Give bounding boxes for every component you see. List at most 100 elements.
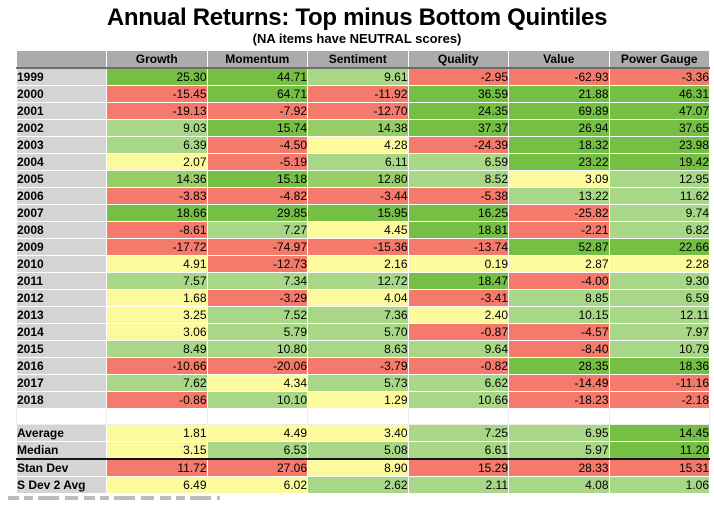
value-cell: -12.73	[206, 254, 308, 273]
row-label: 2008	[16, 220, 107, 239]
value-cell: -15.36	[307, 237, 409, 256]
value-cell: 7.25	[407, 423, 509, 442]
row-label: 2013	[16, 305, 107, 324]
value-cell: 18.81	[407, 220, 509, 239]
value-cell: 8.90	[307, 457, 409, 477]
value-cell: 7.97	[608, 322, 710, 341]
row-label: 2007	[16, 203, 107, 222]
value-cell: 23.22	[508, 152, 610, 171]
value-cell: 24.35	[407, 101, 509, 120]
value-cell: 3.15	[106, 440, 208, 460]
year-row-2003: 2003 6.39 -4.50 4.28 -24.39 18.32 23.98	[16, 135, 710, 154]
value-cell: 6.59	[407, 152, 509, 171]
value-cell: 10.80	[206, 339, 308, 358]
chart-subtitle: (NA items have NEUTRAL scores)	[252, 31, 462, 47]
value-cell: 44.71	[206, 67, 308, 86]
value-cell: 9.30	[608, 271, 710, 290]
value-cell: 15.29	[407, 457, 509, 477]
value-cell: 18.32	[508, 135, 610, 154]
value-cell: 7.27	[206, 220, 308, 239]
value-cell: -7.92	[206, 101, 308, 120]
year-row-2008: 2008 -8.61 7.27 4.45 18.81 -2.21 6.82	[16, 220, 710, 239]
value-cell: 28.35	[508, 356, 610, 375]
value-cell: 27.06	[206, 457, 308, 477]
value-cell: 4.04	[307, 288, 409, 307]
value-cell: -24.39	[407, 135, 509, 154]
value-cell: 25.30	[106, 67, 208, 86]
value-cell: -19.13	[106, 101, 208, 120]
value-cell: 64.71	[206, 84, 308, 103]
value-cell: 2.07	[106, 152, 208, 171]
value-cell: 5.08	[307, 440, 409, 460]
year-row-2009: 2009 -17.72 -74.97 -15.36 -13.74 52.87 22.66	[16, 237, 710, 256]
value-cell: 37.65	[608, 118, 710, 137]
value-cell: -74.97	[206, 237, 308, 256]
column-header-power-gauge: Power Gauge	[608, 49, 710, 69]
row-label: 2001	[16, 101, 107, 120]
value-cell: 6.62	[407, 373, 509, 392]
value-cell: -8.61	[106, 220, 208, 239]
value-cell: 4.28	[307, 135, 409, 154]
value-cell: 7.62	[106, 373, 208, 392]
year-row-2001: 2001 -19.13 -7.92 -12.70 24.35 69.89 47.07	[16, 101, 710, 120]
value-cell: 5.70	[307, 322, 409, 341]
value-cell: -20.06	[206, 356, 308, 375]
value-cell: 1.68	[106, 288, 208, 307]
value-cell: 15.31	[608, 457, 710, 477]
value-cell: 7.57	[106, 271, 208, 290]
row-label: 2004	[16, 152, 107, 171]
cropped-caption-text	[8, 495, 220, 500]
spacer-row	[16, 407, 710, 425]
value-cell: 5.79	[206, 322, 308, 341]
value-cell: -3.41	[407, 288, 509, 307]
year-row-2011: 2011 7.57 7.34 12.72 18.47 -4.00 9.30	[16, 271, 710, 290]
value-cell: 10.79	[608, 339, 710, 358]
value-cell: 14.45	[608, 423, 710, 442]
year-row-2002: 2002 9.03 15.74 14.38 37.37 26.94 37.65	[16, 118, 710, 137]
row-label: Stan Dev	[16, 457, 107, 477]
value-cell: -4.57	[508, 322, 610, 341]
value-cell: 5.73	[307, 373, 409, 392]
value-cell: 0.19	[407, 254, 509, 273]
value-cell: 47.07	[608, 101, 710, 120]
value-cell: 4.91	[106, 254, 208, 273]
value-cell: 14.38	[307, 118, 409, 137]
row-label: 2009	[16, 237, 107, 256]
value-cell: -15.45	[106, 84, 208, 103]
value-cell: -4.00	[508, 271, 610, 290]
row-label: 2012	[16, 288, 107, 307]
value-cell: 15.95	[307, 203, 409, 222]
year-row-2006: 2006 -3.83 -4.82 -3.44 -5.38 13.22 11.62	[16, 186, 710, 205]
value-cell: 52.87	[508, 237, 610, 256]
column-header-momentum: Momentum	[206, 49, 308, 69]
column-header-sentiment: Sentiment	[307, 49, 409, 69]
value-cell: 6.95	[508, 423, 610, 442]
report-page: Annual Returns: Top minus Bottom Quintil…	[0, 4, 714, 500]
value-cell: 8.49	[106, 339, 208, 358]
year-row-2013: 2013 3.25 7.52 7.36 2.40 10.15 12.11	[16, 305, 710, 324]
value-cell: 9.03	[106, 118, 208, 137]
value-cell: 3.25	[106, 305, 208, 324]
value-cell: 4.49	[206, 423, 308, 442]
value-cell: 21.88	[508, 84, 610, 103]
value-cell: 6.11	[307, 152, 409, 171]
value-cell: -0.86	[106, 390, 208, 409]
year-row-2007: 2007 18.66 29.85 15.95 16.25 -25.82 9.74	[16, 203, 710, 222]
spacer-cell	[206, 407, 308, 425]
row-label: 2014	[16, 322, 107, 341]
value-cell: 36.59	[407, 84, 509, 103]
row-label: 2005	[16, 169, 107, 188]
year-row-2010: 2010 4.91 -12.73 2.16 0.19 2.87 2.28	[16, 254, 710, 273]
spacer-cell	[407, 407, 509, 425]
value-cell: 37.37	[407, 118, 509, 137]
value-cell: 6.61	[407, 440, 509, 460]
value-cell: 11.62	[608, 186, 710, 205]
value-cell: 12.72	[307, 271, 409, 290]
value-cell: 6.59	[608, 288, 710, 307]
value-cell: -0.87	[407, 322, 509, 341]
value-cell: -5.38	[407, 186, 509, 205]
value-cell: 13.22	[508, 186, 610, 205]
value-cell: 11.20	[608, 440, 710, 460]
year-row-2000: 2000 -15.45 64.71 -11.92 36.59 21.88 46.31	[16, 84, 710, 103]
value-cell: 12.80	[307, 169, 409, 188]
